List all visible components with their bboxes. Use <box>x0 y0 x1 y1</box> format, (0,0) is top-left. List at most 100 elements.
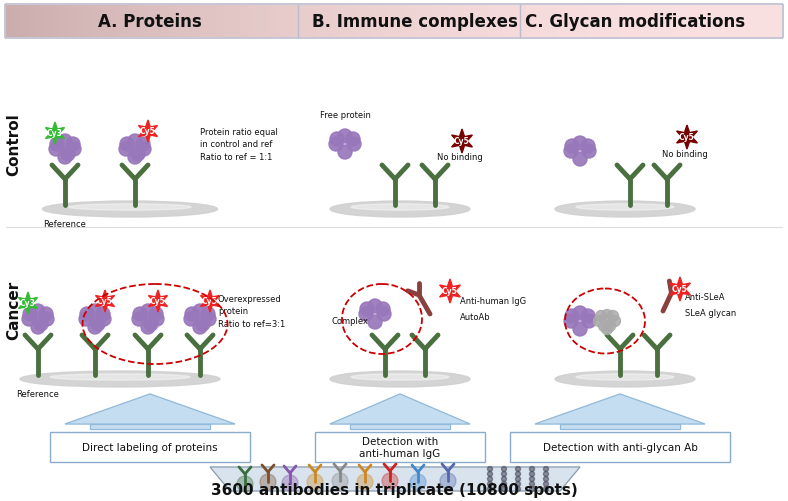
Circle shape <box>604 321 615 332</box>
Text: Cancer: Cancer <box>6 280 21 339</box>
Text: SLeA glycan: SLeA glycan <box>685 309 736 318</box>
Polygon shape <box>210 467 580 491</box>
Polygon shape <box>65 394 235 424</box>
Circle shape <box>338 146 352 160</box>
Circle shape <box>440 473 456 489</box>
Circle shape <box>501 486 507 491</box>
Circle shape <box>488 471 492 476</box>
Circle shape <box>193 320 207 334</box>
Text: Cy5: Cy5 <box>672 285 688 294</box>
Circle shape <box>573 137 587 151</box>
Circle shape <box>609 316 620 327</box>
Circle shape <box>141 305 155 318</box>
Circle shape <box>410 474 426 490</box>
Text: Detection with anti-glycan Ab: Detection with anti-glycan Ab <box>543 442 697 452</box>
Text: Cy5: Cy5 <box>97 297 113 306</box>
Circle shape <box>596 311 607 322</box>
Bar <box>350 424 450 429</box>
Circle shape <box>237 476 253 492</box>
FancyBboxPatch shape <box>50 432 250 462</box>
Circle shape <box>144 317 158 331</box>
Ellipse shape <box>351 204 449 211</box>
Circle shape <box>544 476 548 481</box>
Text: No binding: No binding <box>437 153 483 162</box>
Circle shape <box>544 481 548 486</box>
Circle shape <box>599 321 609 332</box>
Circle shape <box>141 320 155 334</box>
Circle shape <box>97 313 111 326</box>
Circle shape <box>91 317 105 331</box>
Ellipse shape <box>555 371 695 387</box>
Circle shape <box>488 481 492 486</box>
Circle shape <box>31 320 45 334</box>
Circle shape <box>501 476 507 481</box>
Circle shape <box>119 143 133 157</box>
Circle shape <box>185 308 199 321</box>
Polygon shape <box>330 394 470 424</box>
Circle shape <box>601 310 612 321</box>
Text: Cy5: Cy5 <box>203 297 217 306</box>
Circle shape <box>58 151 72 165</box>
Circle shape <box>49 143 63 157</box>
Circle shape <box>368 300 382 313</box>
Text: AutoAb: AutoAb <box>460 313 491 322</box>
Circle shape <box>196 317 210 331</box>
Text: Anti-human IgG: Anti-human IgG <box>460 297 526 306</box>
Circle shape <box>260 474 276 490</box>
FancyBboxPatch shape <box>510 432 730 462</box>
Text: Cy3: Cy3 <box>47 129 63 138</box>
Circle shape <box>201 308 215 321</box>
Circle shape <box>544 471 548 476</box>
Circle shape <box>40 313 54 326</box>
Circle shape <box>282 475 298 491</box>
Circle shape <box>88 305 102 318</box>
Circle shape <box>80 308 94 321</box>
Circle shape <box>202 313 216 326</box>
Ellipse shape <box>69 204 191 211</box>
Circle shape <box>530 476 534 481</box>
Text: Direct labeling of proteins: Direct labeling of proteins <box>82 442 217 452</box>
Circle shape <box>376 303 390 316</box>
Text: Anti-SLeA: Anti-SLeA <box>685 293 726 302</box>
Circle shape <box>608 311 619 322</box>
Bar <box>350 424 450 429</box>
Circle shape <box>131 148 145 162</box>
Circle shape <box>79 313 93 326</box>
Circle shape <box>149 308 163 321</box>
Circle shape <box>515 476 521 481</box>
Polygon shape <box>148 291 168 313</box>
Circle shape <box>330 133 344 147</box>
Text: Reference: Reference <box>43 219 87 228</box>
Circle shape <box>346 133 360 147</box>
Circle shape <box>530 471 534 476</box>
Text: Cy5: Cy5 <box>454 137 470 146</box>
Circle shape <box>357 474 373 490</box>
Polygon shape <box>46 123 65 145</box>
Circle shape <box>601 324 612 335</box>
Circle shape <box>565 140 579 154</box>
Text: Free protein: Free protein <box>320 110 370 119</box>
Circle shape <box>23 308 37 321</box>
FancyBboxPatch shape <box>315 432 485 462</box>
Ellipse shape <box>20 371 220 387</box>
Circle shape <box>565 310 579 323</box>
Circle shape <box>581 140 595 154</box>
Ellipse shape <box>351 374 449 380</box>
Circle shape <box>515 466 521 471</box>
Circle shape <box>120 138 134 152</box>
Text: Cy5: Cy5 <box>679 133 695 142</box>
Polygon shape <box>18 293 38 314</box>
Circle shape <box>515 471 521 476</box>
Circle shape <box>150 313 164 326</box>
Bar <box>90 424 210 429</box>
Circle shape <box>515 481 521 486</box>
Circle shape <box>88 320 102 334</box>
Polygon shape <box>677 126 697 150</box>
Circle shape <box>530 466 534 471</box>
Text: Cy3: Cy3 <box>20 299 36 308</box>
Circle shape <box>368 315 382 329</box>
Polygon shape <box>95 291 114 313</box>
Text: Reference: Reference <box>17 389 59 398</box>
Circle shape <box>31 305 45 318</box>
Circle shape <box>359 308 373 321</box>
